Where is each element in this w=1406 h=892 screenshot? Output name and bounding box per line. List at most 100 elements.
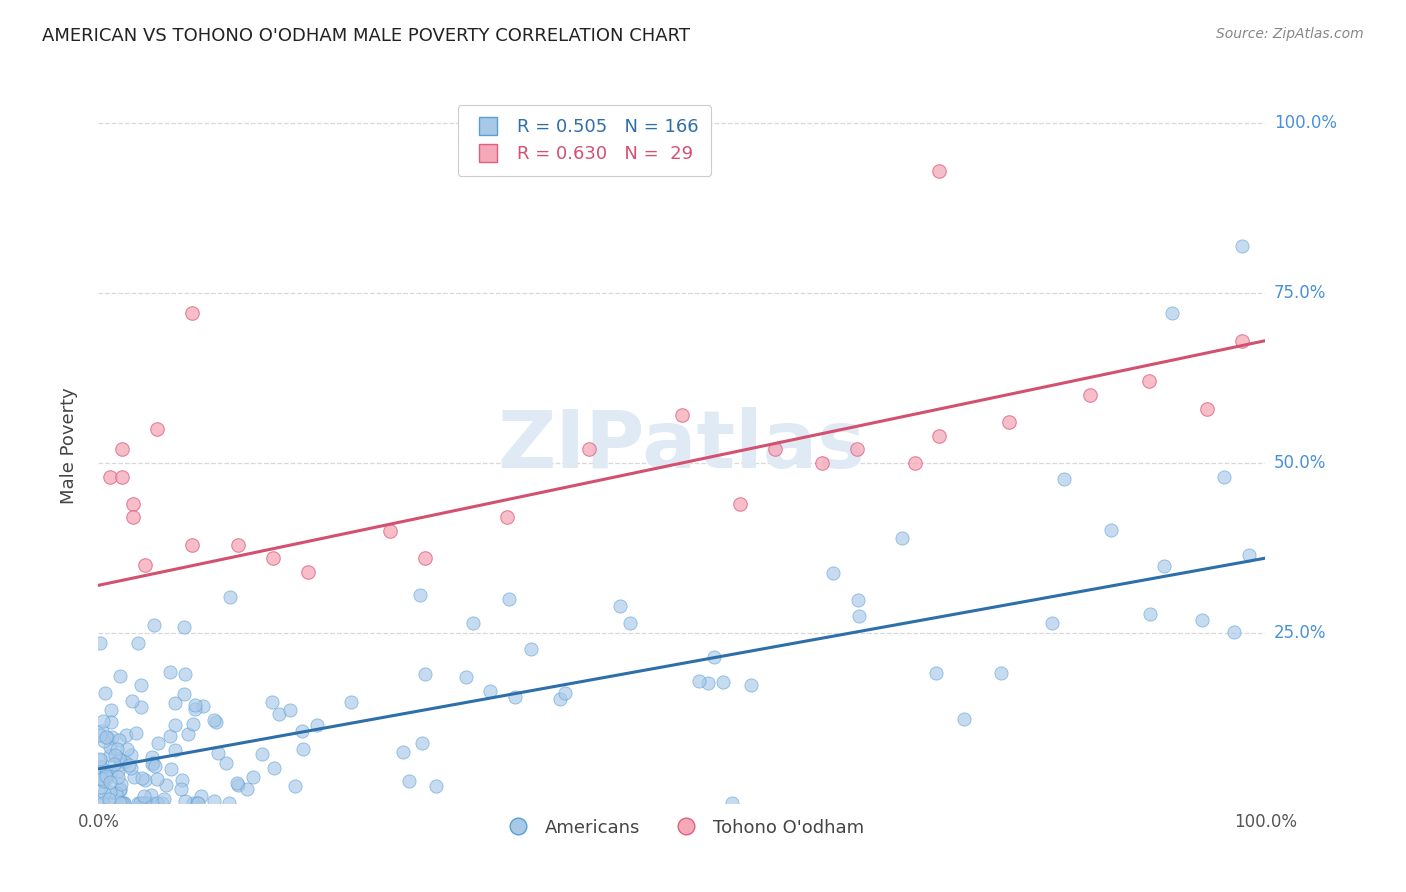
Point	[1080, 388, 1102, 402]
Point	[1239, 548, 1261, 562]
Point	[1153, 558, 1175, 573]
Point	[260, 695, 283, 709]
Point	[94, 766, 117, 780]
Point	[688, 674, 710, 689]
Point	[1040, 615, 1063, 630]
Point	[202, 794, 225, 808]
Point	[1212, 470, 1234, 484]
Point	[169, 782, 191, 797]
Point	[425, 779, 447, 793]
Text: Source: ZipAtlas.com: Source: ZipAtlas.com	[1216, 27, 1364, 41]
Point	[98, 747, 121, 762]
Point	[107, 770, 129, 784]
Text: AMERICAN VS TOHONO O'ODHAM MALE POVERTY CORRELATION CHART: AMERICAN VS TOHONO O'ODHAM MALE POVERTY …	[42, 27, 690, 45]
Point	[98, 785, 121, 799]
Point	[204, 714, 226, 729]
Point	[284, 780, 307, 794]
Point	[990, 666, 1012, 681]
Point	[821, 566, 844, 580]
Point	[120, 762, 142, 776]
Point	[107, 764, 129, 779]
Point	[207, 747, 229, 761]
Point	[112, 796, 135, 810]
Point	[114, 756, 136, 770]
Point	[98, 469, 121, 483]
Point	[142, 756, 165, 771]
Point	[846, 592, 869, 607]
Point	[250, 747, 273, 761]
Point	[93, 786, 115, 800]
Point	[180, 537, 202, 551]
Point	[91, 796, 114, 810]
Point	[1053, 472, 1076, 486]
Legend: Americans, Tohono O'odham: Americans, Tohono O'odham	[492, 812, 872, 844]
Point	[218, 591, 240, 605]
Point	[141, 757, 163, 772]
Point	[721, 796, 744, 810]
Point	[226, 776, 249, 790]
Point	[267, 707, 290, 722]
Point	[380, 524, 402, 538]
Point	[103, 756, 125, 771]
Point	[291, 742, 314, 756]
Point	[141, 796, 163, 810]
Point	[520, 641, 543, 656]
Point	[165, 742, 187, 756]
Point	[97, 791, 120, 805]
Point	[1223, 624, 1246, 639]
Point	[132, 789, 155, 803]
Point	[479, 684, 502, 698]
Point	[112, 796, 135, 810]
Point	[89, 728, 111, 742]
Point	[121, 693, 143, 707]
Point	[146, 422, 169, 436]
Point	[228, 777, 250, 791]
Point	[94, 686, 117, 700]
Point	[118, 758, 141, 772]
Point	[890, 531, 912, 545]
Point	[928, 429, 950, 443]
Point	[904, 456, 927, 470]
Point	[307, 718, 329, 732]
Point	[173, 687, 195, 701]
Point	[134, 558, 156, 572]
Point	[96, 771, 118, 785]
Point	[111, 442, 134, 457]
Point	[1230, 238, 1253, 252]
Point	[186, 796, 208, 810]
Point	[89, 636, 111, 650]
Point	[619, 615, 641, 630]
Point	[228, 537, 250, 551]
Point	[120, 748, 142, 763]
Point	[503, 690, 526, 704]
Point	[122, 770, 145, 784]
Point	[454, 670, 477, 684]
Point	[142, 617, 165, 632]
Point	[846, 442, 869, 457]
Point	[91, 774, 114, 789]
Text: 75.0%: 75.0%	[1274, 284, 1326, 302]
Point	[180, 306, 202, 320]
Point	[496, 510, 519, 524]
Point	[173, 794, 195, 808]
Point	[181, 796, 204, 810]
Point	[159, 665, 181, 679]
Point	[108, 782, 131, 797]
Point	[170, 773, 193, 788]
Point	[204, 713, 226, 727]
Point	[131, 771, 153, 785]
Point	[128, 796, 150, 810]
Point	[183, 717, 205, 731]
Point	[89, 752, 111, 766]
Point	[848, 609, 870, 624]
Point	[297, 565, 319, 579]
Point	[94, 730, 117, 744]
Point	[110, 669, 132, 683]
Point	[129, 699, 152, 714]
Point	[104, 748, 127, 763]
Point	[163, 696, 186, 710]
Point	[409, 588, 432, 602]
Point	[548, 692, 571, 706]
Point	[953, 712, 976, 726]
Point	[146, 772, 169, 786]
